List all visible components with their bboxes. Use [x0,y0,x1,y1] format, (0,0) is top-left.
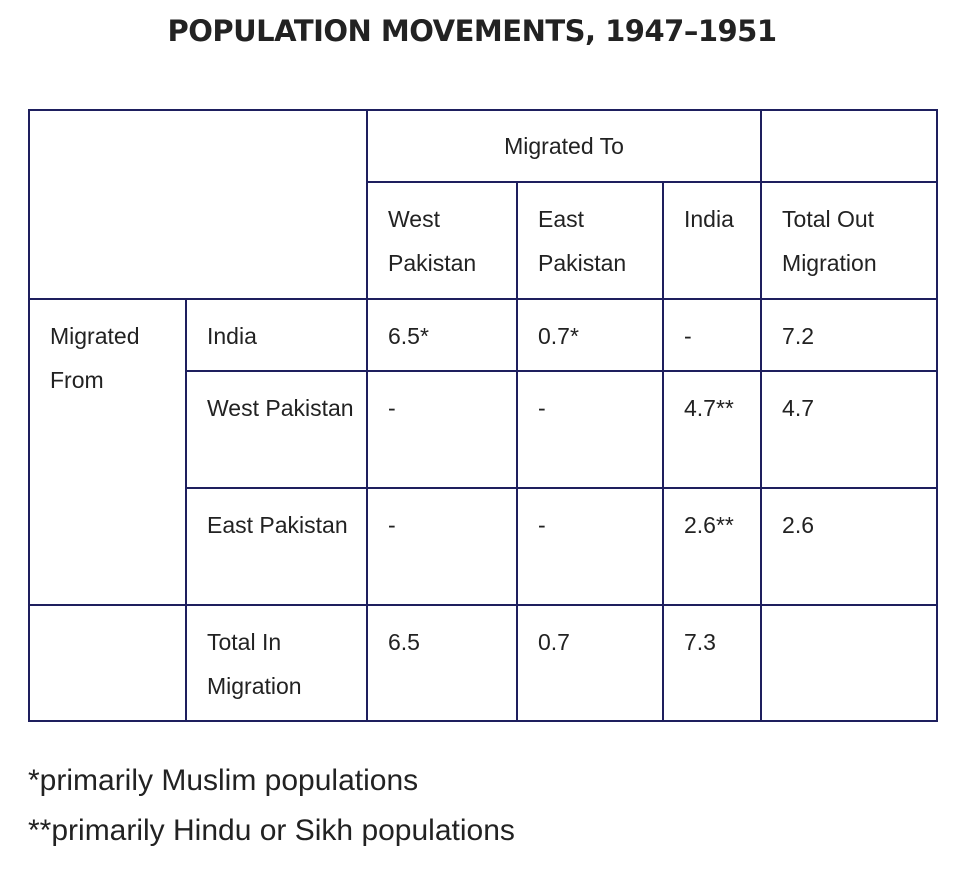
table-row: Migrated From India 6.5* 0.7* - 7.2 [28,298,939,606]
table-cell: 2.6** [661,487,763,606]
table-row-total-in: Total In Migration 6.5 0.7 7.3 [28,604,939,722]
table-cell: 4.7** [661,370,763,489]
table-row: West Pakistan - - 4.7** 4.7 [29,370,939,489]
table-cell: 0.7 [516,604,664,722]
empty-header-cell [760,109,939,183]
table-cell: - [366,487,518,606]
page-title: POPULATION MOVEMENTS, 1947–1951 [167,14,777,48]
empty-corner-cell [28,109,368,300]
column-header-west-pakistan: West Pakistan [366,181,518,300]
table-cell: 4.7 [760,370,939,489]
row-label-india: India [185,298,368,372]
population-movements-table: Migrated To West Pakistan East Pakistan … [28,109,939,722]
table-cell: 7.3 [661,604,763,722]
table-cell [760,604,939,722]
footnote-muslim: *primarily Muslim populations [28,764,419,797]
table-row: East Pakistan - - 2.6** 2.6 [29,487,939,606]
table-header-row-2: West Pakistan East Pakistan India Total … [29,181,939,300]
table-cell: 7.2 [760,298,939,372]
empty-cell [28,604,187,722]
table-cell: 2.6 [760,487,939,606]
table-cell: 6.5* [366,298,518,372]
table-cell: - [661,298,763,372]
table-header-row-1: Migrated To [28,109,939,300]
table-cell: - [516,487,664,606]
table-cell: 6.5 [366,604,518,722]
column-header-india: India [661,181,763,300]
migrated-from-label: Migrated From [28,298,187,606]
table-cell: - [516,370,664,489]
table-cell: - [366,370,518,489]
row-label-west-pakistan: West Pakistan [185,370,368,489]
footnote-hindu-sikh: **primarily Hindu or Sikh populations [28,814,515,847]
column-header-east-pakistan: East Pakistan [516,181,664,300]
table-cell: 0.7* [516,298,664,372]
row-label-total-in-migration: Total In Migration [185,604,368,722]
migrated-to-header: Migrated To [365,109,763,183]
row-label-east-pakistan: East Pakistan [185,487,368,606]
column-header-total-out-migration: Total Out Migration [760,181,939,300]
